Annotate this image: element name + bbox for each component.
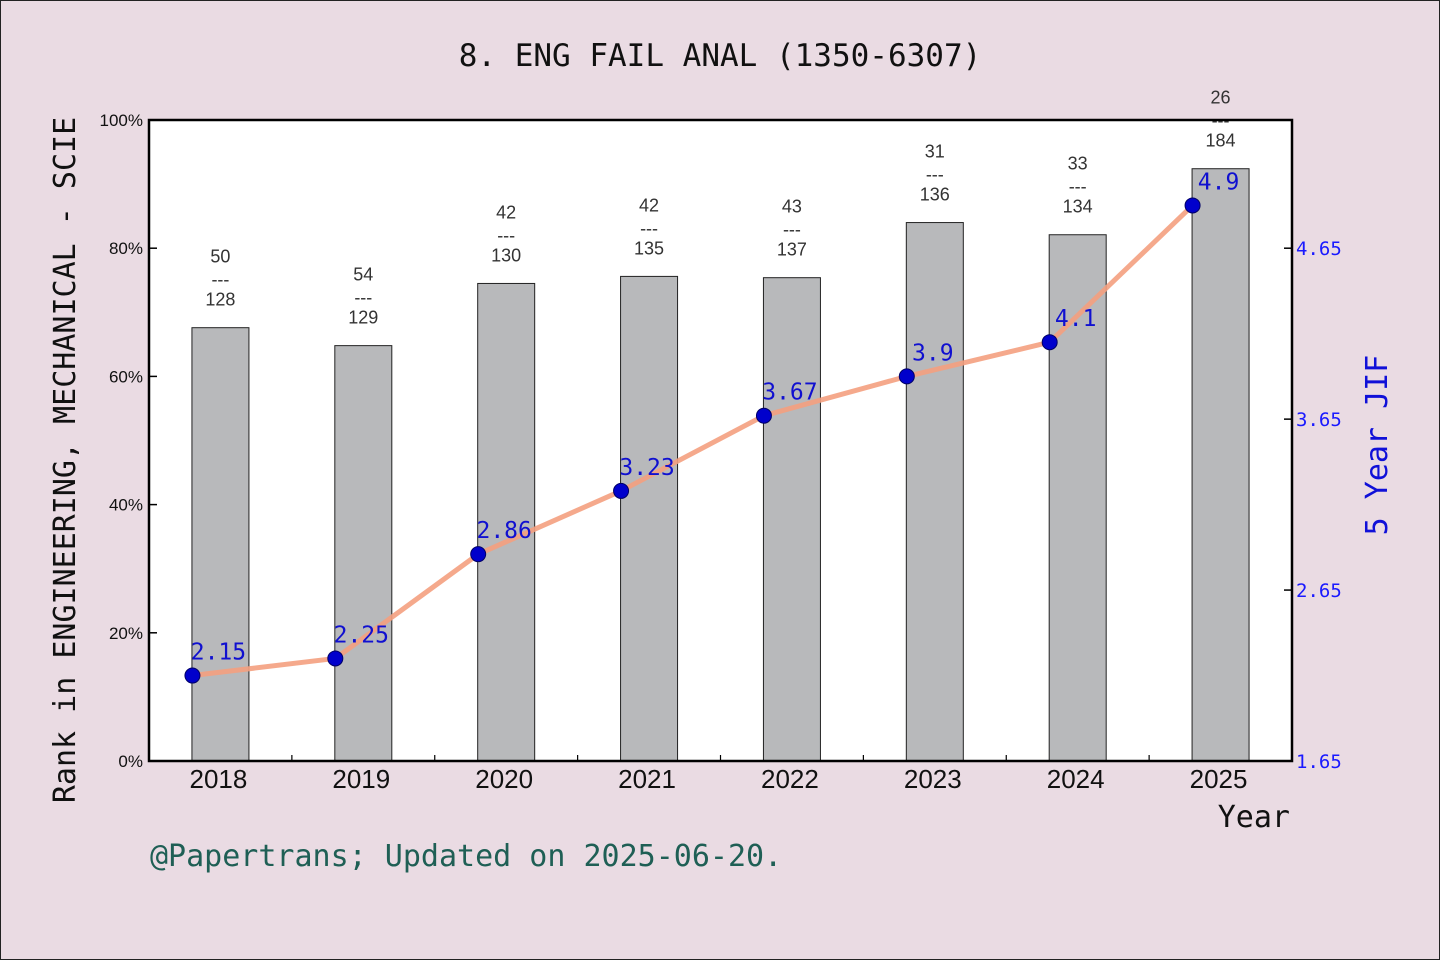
jif-marker: [613, 482, 630, 499]
rank-divider: ---: [211, 270, 229, 290]
rank-position: 33: [1068, 154, 1088, 174]
rank-divider: ---: [926, 165, 944, 185]
bar: [477, 282, 536, 762]
right-tick-label: 4.65: [1296, 238, 1342, 260]
rank-divider: ---: [783, 220, 801, 240]
x-tick-label: 2023: [904, 764, 962, 794]
rank-position: 54: [353, 265, 373, 285]
credit-note: @Papertrans; Updated on 2025-06-20.: [150, 839, 782, 874]
rank-divider: ---: [497, 225, 515, 245]
x-tick-label: 2024: [1047, 764, 1105, 794]
right-tick-label: 2.65: [1296, 580, 1342, 602]
rank-divider: ---: [640, 218, 658, 238]
jif-marker: [327, 650, 344, 667]
jif-value-label: 4.9: [1198, 169, 1240, 195]
jif-value-label: 2.86: [476, 518, 531, 544]
jif-marker: [1184, 197, 1201, 214]
bar-series: [191, 168, 1250, 762]
x-tick-label: 2018: [190, 764, 248, 794]
x-tick-label: 2020: [475, 764, 533, 794]
x-axis: 2018 2019 2020 2021 2022 2023 2024 2025: [190, 755, 1248, 794]
jif-value-label: 4.1: [1055, 306, 1097, 332]
right-axis: 1.65 2.65 3.65 4.65: [1284, 238, 1342, 773]
x-tick-label: 2022: [761, 764, 819, 794]
right-axis-label: 5 Year JIF: [1360, 355, 1395, 536]
rank-total: 136: [920, 185, 950, 205]
jif-value-label: 3.9: [912, 340, 954, 366]
left-axis: 0% 20% 40% 60% 80% 100%: [100, 111, 157, 771]
left-tick-label: 40%: [109, 496, 143, 515]
jif-series: 2.15 2.25 2.86 3.23 3.67 3.9 4.1 4.9: [184, 169, 1240, 684]
jif-marker: [184, 667, 201, 684]
jif-line: [192, 203, 1195, 679]
x-tick-label: 2025: [1190, 764, 1248, 794]
left-tick-label: 60%: [109, 367, 143, 386]
rank-position: 43: [782, 197, 802, 217]
x-tick-label: 2021: [618, 764, 676, 794]
rank-total: 134: [1063, 197, 1093, 217]
left-axis-label: Rank in ENGINEERING, MECHANICAL - SCIE: [48, 117, 83, 803]
rank-labels: 50---12854---12942---13042---13543---137…: [205, 88, 1235, 328]
bar: [905, 222, 964, 762]
bar: [762, 277, 821, 762]
jif-value-label: 3.23: [619, 455, 674, 481]
rank-total: 184: [1206, 131, 1236, 151]
rank-divider: ---: [1069, 177, 1087, 197]
bar: [334, 345, 393, 762]
rank-total: 135: [634, 238, 664, 258]
x-tick-label: 2019: [332, 764, 390, 794]
rank-position: 50: [210, 247, 230, 267]
rank-total: 128: [205, 290, 235, 310]
left-tick-label: 0%: [118, 752, 143, 771]
chart-title: 8. ENG FAIL ANAL (1350-6307): [459, 38, 982, 74]
jif-marker: [470, 546, 487, 563]
rank-position: 31: [925, 142, 945, 162]
right-tick-label: 3.65: [1296, 409, 1342, 431]
left-tick-label: 100%: [100, 111, 143, 130]
rank-total: 130: [491, 245, 521, 265]
rank-position: 42: [496, 202, 516, 222]
rank-total: 129: [348, 308, 378, 328]
rank-position: 42: [639, 195, 659, 215]
jif-value-label: 2.25: [334, 622, 389, 648]
bar: [1191, 168, 1250, 762]
rank-position: 26: [1211, 88, 1231, 108]
jif-value-label: 2.15: [191, 640, 246, 666]
jif-value-label: 3.67: [762, 380, 817, 406]
rank-divider: ---: [354, 288, 372, 308]
jif-marker: [898, 368, 915, 385]
x-axis-label: Year: [1218, 800, 1290, 835]
jif-marker: [755, 407, 772, 424]
right-tick-label: 1.65: [1296, 751, 1342, 773]
left-tick-label: 20%: [109, 624, 143, 643]
left-tick-label: 80%: [109, 239, 143, 258]
bar: [1048, 234, 1107, 762]
bar: [620, 275, 679, 762]
bar: [191, 327, 250, 762]
jif-marker: [1041, 334, 1058, 351]
rank-total: 137: [777, 240, 807, 260]
